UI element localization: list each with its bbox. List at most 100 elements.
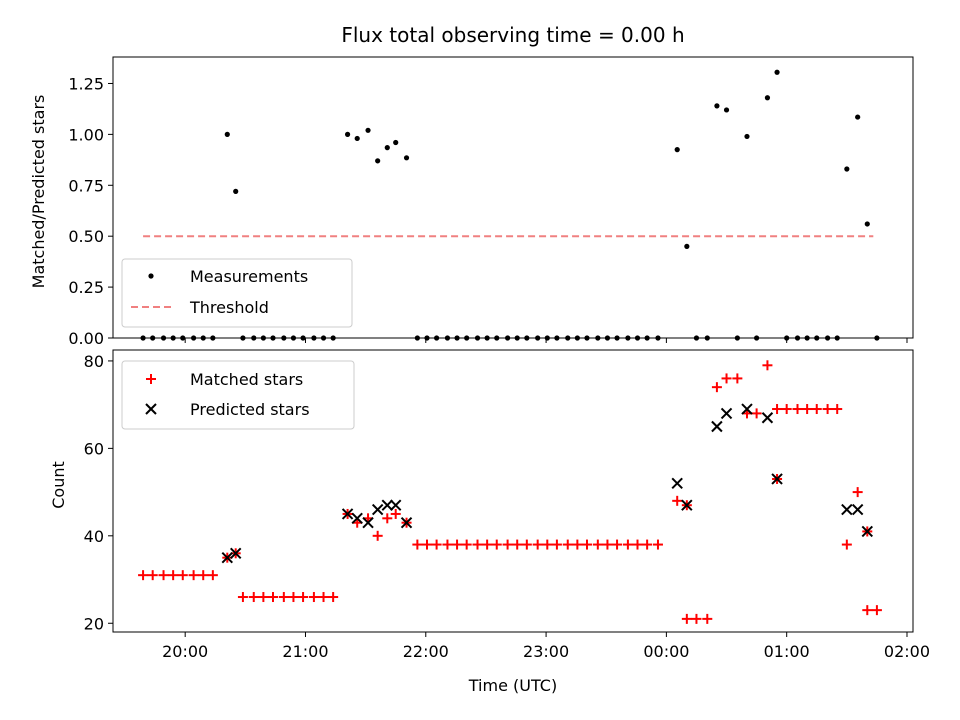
matched-star-point bbox=[542, 539, 553, 550]
measurement-point bbox=[714, 103, 720, 109]
matched-star-point bbox=[532, 539, 543, 550]
matched-star-point bbox=[832, 404, 843, 415]
matched-star-point bbox=[431, 539, 442, 550]
bottom-x-ticks: 20:00 21:00 22:00 23:00 00:00 01:00 02:00 bbox=[162, 632, 930, 661]
predicted-star-point bbox=[671, 477, 683, 490]
matched-star-point bbox=[732, 373, 743, 384]
matched-star-point bbox=[681, 613, 692, 624]
legend-plus-glyph bbox=[146, 374, 156, 384]
matched-star-point bbox=[871, 605, 882, 616]
matched-star-point bbox=[772, 404, 783, 415]
y-tick-label: 0.00 bbox=[68, 329, 104, 348]
predicted-star-point bbox=[720, 407, 733, 420]
predicted-star-point bbox=[711, 420, 723, 433]
matched-star-point bbox=[472, 539, 483, 550]
matched-star-point bbox=[562, 539, 573, 550]
legend-measurements-label: Measurements bbox=[190, 267, 308, 286]
matched-star-point bbox=[602, 539, 613, 550]
predicted-stars-points bbox=[221, 403, 873, 564]
matched-star-point bbox=[702, 613, 713, 624]
measurement-point bbox=[375, 158, 381, 164]
matched-star-point bbox=[198, 570, 209, 581]
predicted-star-point bbox=[351, 512, 363, 525]
bottom-y-ticks: 20 40 60 80 bbox=[84, 352, 113, 633]
top-y-axis-label: Matched/Predicted stars bbox=[29, 95, 48, 289]
matched-star-point bbox=[802, 404, 813, 415]
bottom-axes-frame bbox=[112, 349, 914, 633]
measurement-point bbox=[723, 107, 730, 113]
x-tick-label: 20:00 bbox=[162, 642, 208, 661]
legend-measurements-marker bbox=[148, 273, 154, 279]
matched-star-point bbox=[278, 592, 289, 603]
matched-star-point bbox=[512, 539, 523, 550]
matched-star-point bbox=[822, 404, 833, 415]
matched-star-point bbox=[581, 539, 592, 550]
matched-star-point bbox=[691, 613, 702, 624]
bottom-panel: 20 40 60 80 20:00 21:00 22:00 23:00 00:00 01:00 0… bbox=[49, 349, 930, 695]
matched-star-point bbox=[318, 592, 329, 603]
legend-threshold-label: Threshold bbox=[189, 298, 269, 317]
y-tick-label: 0.25 bbox=[68, 278, 104, 297]
matched-star-point bbox=[328, 592, 339, 603]
x-tick-label: 21:00 bbox=[282, 642, 328, 661]
matched-star-point bbox=[642, 539, 653, 550]
x-tick-label: 02:00 bbox=[884, 642, 930, 661]
predicted-star-point bbox=[851, 503, 864, 516]
predicted-star-point bbox=[389, 499, 402, 511]
matched-star-point bbox=[811, 404, 822, 415]
matched-star-point bbox=[521, 539, 532, 550]
matched-star-point bbox=[268, 592, 278, 603]
predicted-star-point bbox=[371, 503, 384, 516]
matched-star-point bbox=[147, 570, 158, 581]
matched-star-point bbox=[237, 592, 248, 603]
matched-star-point bbox=[421, 539, 432, 550]
matched-star-point bbox=[461, 539, 472, 550]
matched-star-point bbox=[382, 513, 393, 524]
matched-star-point bbox=[551, 539, 562, 550]
matched-star-point bbox=[372, 530, 383, 541]
x-tick-label: 01:00 bbox=[764, 642, 810, 661]
matched-star-point bbox=[852, 487, 863, 498]
y-tick-label: 1.00 bbox=[68, 125, 104, 144]
matched-star-point bbox=[442, 539, 453, 550]
legend-matched-label: Matched stars bbox=[190, 370, 303, 389]
measurement-point bbox=[365, 127, 371, 133]
matched-star-point bbox=[158, 570, 169, 581]
y-tick-label: 20 bbox=[84, 614, 104, 633]
chart-title: Flux total observing time = 0.00 h bbox=[341, 23, 684, 47]
x-tick-label: 22:00 bbox=[403, 642, 449, 661]
matched-star-point bbox=[751, 408, 762, 419]
predicted-star-point bbox=[400, 516, 413, 529]
top-y-ticks: 0.00 0.25 0.50 0.75 1.00 1.25 bbox=[68, 74, 113, 348]
matched-star-point bbox=[622, 539, 633, 550]
matched-star-point bbox=[632, 539, 643, 550]
bottom-legend: Matched stars Predicted stars bbox=[121, 360, 355, 430]
matched-star-point bbox=[711, 382, 722, 393]
legend-predicted-label: Predicted stars bbox=[190, 400, 310, 419]
y-tick-label: 60 bbox=[84, 439, 104, 458]
matched-star-point bbox=[258, 592, 269, 603]
measurement-point bbox=[774, 69, 780, 75]
predicted-star-point bbox=[861, 525, 873, 538]
y-tick-label: 40 bbox=[84, 527, 104, 546]
bottom-y-axis-label: Count bbox=[49, 461, 68, 509]
matched-star-point bbox=[482, 539, 493, 550]
predicted-star-point bbox=[229, 547, 242, 560]
top-axes-frame bbox=[112, 56, 914, 339]
matched-star-point bbox=[572, 539, 583, 550]
matched-star-point bbox=[721, 373, 732, 384]
matched-star-point bbox=[177, 570, 188, 581]
top-panel: 0.00 0.25 0.50 0.75 1.00 1.25 Matched/Predict… bbox=[29, 56, 914, 348]
legend-predicted-marker bbox=[145, 403, 157, 415]
top-x-ticks bbox=[184, 338, 908, 343]
measurement-point bbox=[744, 133, 750, 140]
matched-star-point bbox=[138, 570, 149, 581]
measurement-point bbox=[864, 221, 870, 227]
matched-star-point bbox=[862, 605, 873, 616]
matched-star-point bbox=[491, 539, 502, 550]
predicted-star-point bbox=[841, 503, 853, 516]
matched-star-point bbox=[390, 508, 401, 519]
matched-star-point bbox=[298, 592, 309, 603]
